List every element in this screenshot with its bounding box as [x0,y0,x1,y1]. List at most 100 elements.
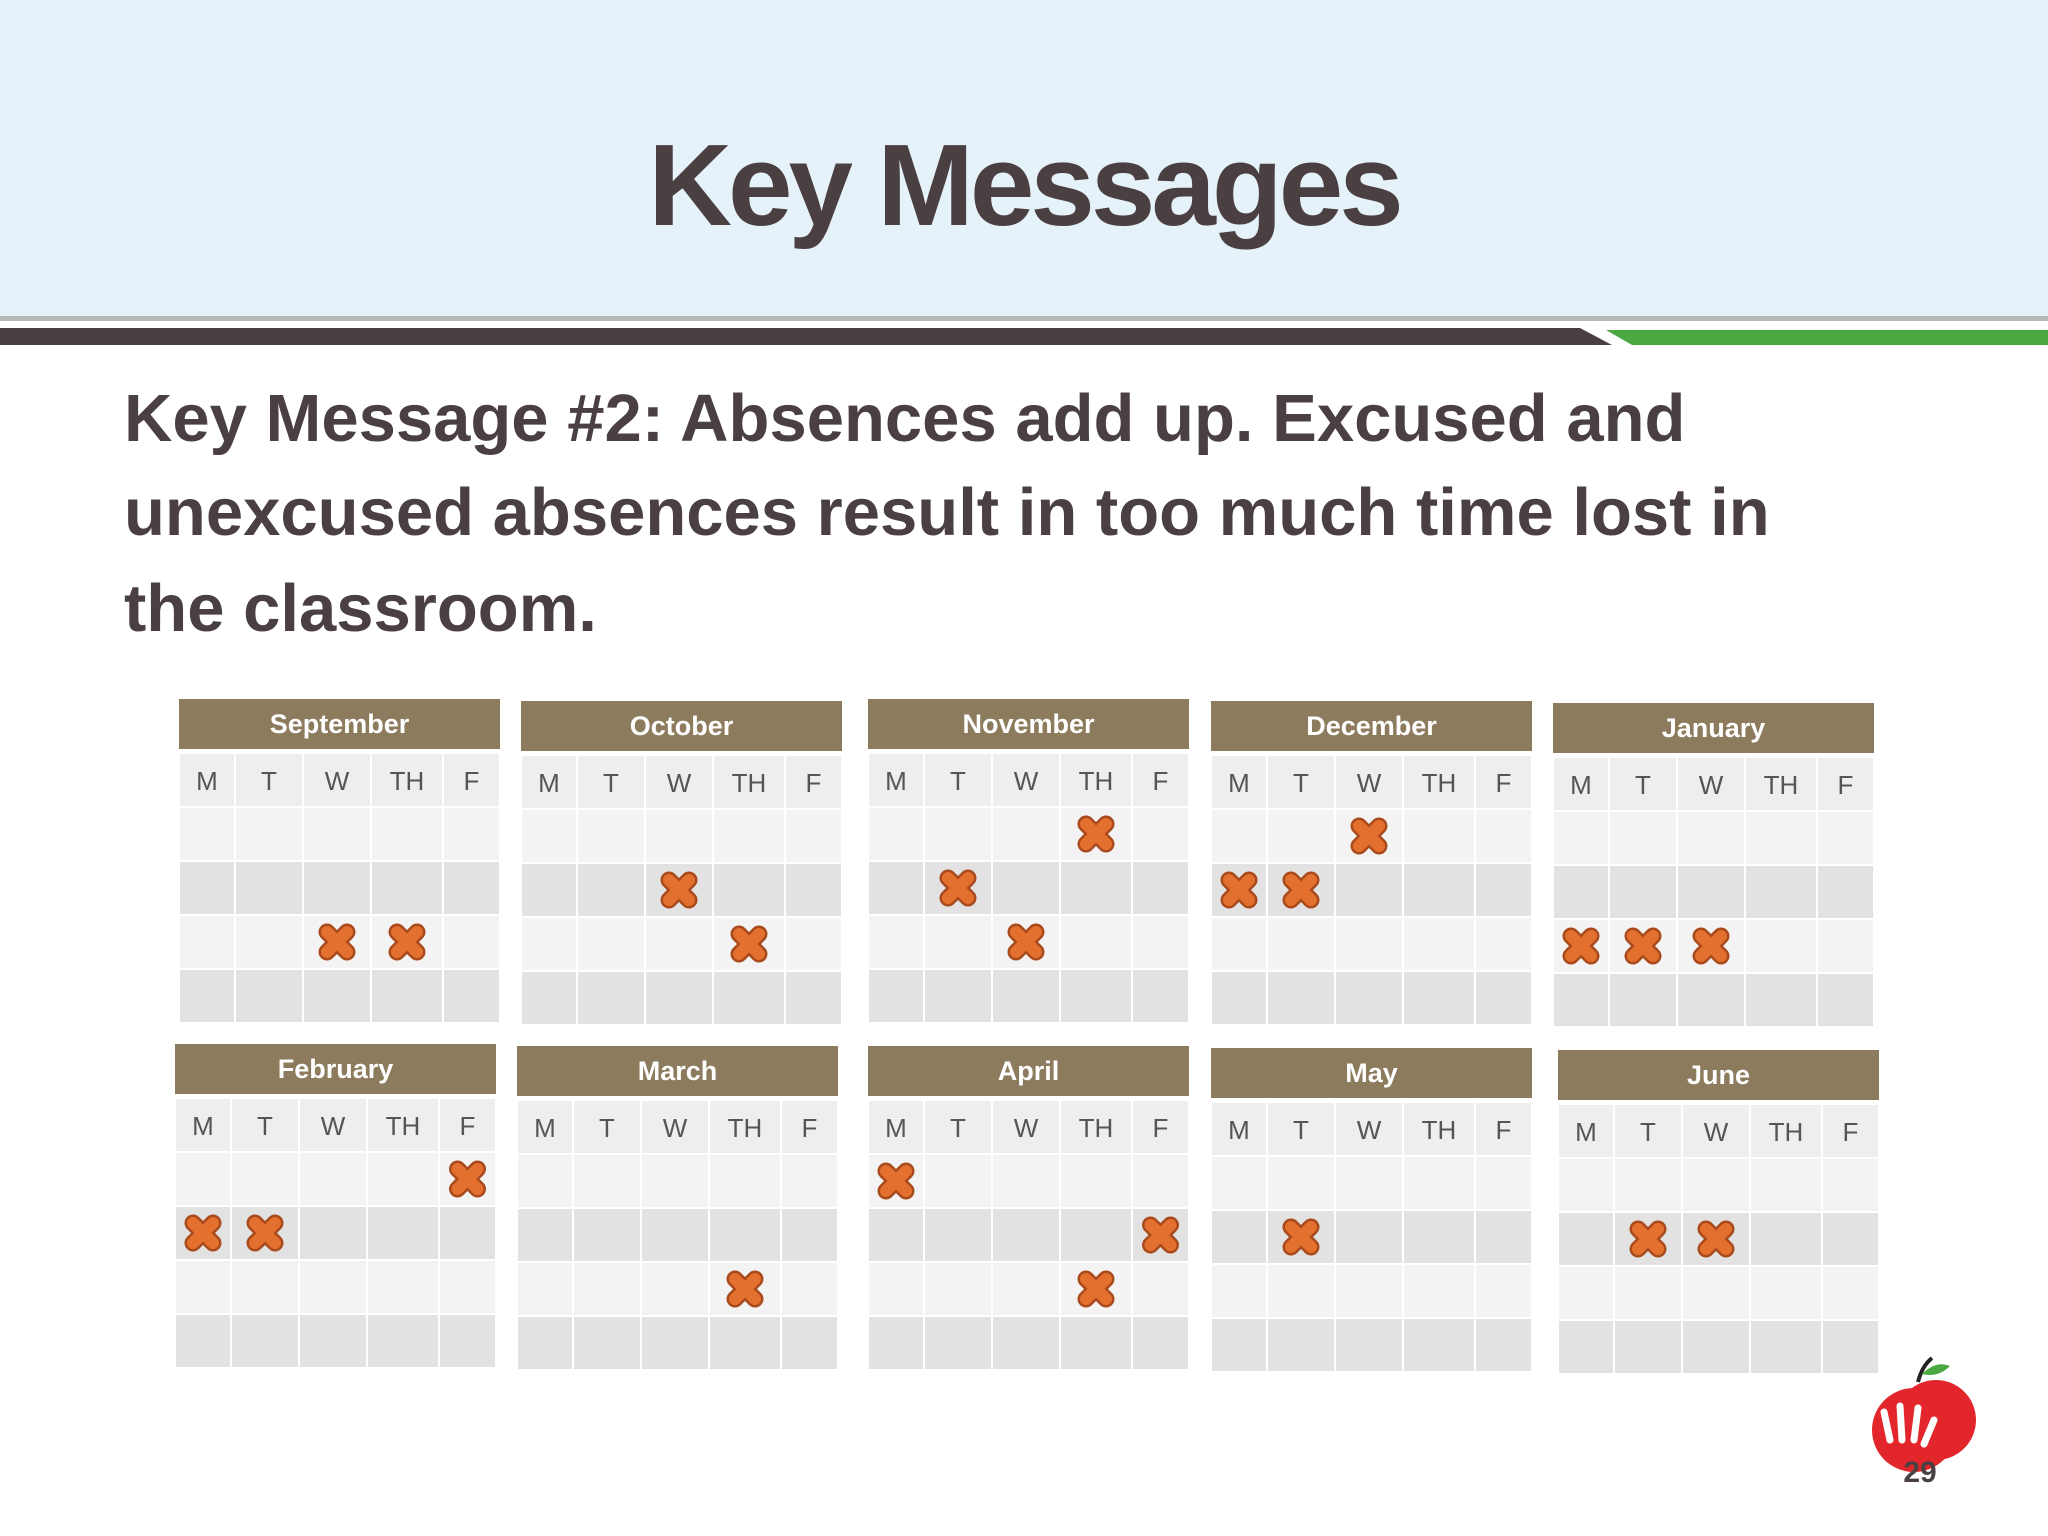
month-name: October [630,711,734,741]
day-cell [444,808,499,860]
day-cell [642,1209,708,1261]
day-cell [1061,1209,1131,1261]
day-cell [993,970,1059,1022]
day-cell [869,754,923,806]
day-cell [646,972,712,1024]
day-cell [782,1317,837,1369]
absence-mark [1353,820,1385,852]
weekday: F [802,1113,818,1143]
day-cell [180,808,234,860]
weekday: M [192,1111,214,1141]
day-cell [1061,1317,1131,1369]
month-header [1211,1048,1532,1098]
day-cell [1336,1319,1402,1371]
day-cell [232,1315,298,1367]
weekday: M [1228,768,1250,798]
month-name: May [1345,1058,1398,1088]
day-cell [714,864,784,916]
weekday: W [1014,766,1039,796]
day-cell [714,756,784,808]
absence-mark [249,1217,281,1249]
day-cell [1746,758,1816,810]
logo [1872,1356,1976,1472]
month-name: January [1662,713,1766,743]
absence-mark [187,1217,219,1249]
weekday: W [1699,770,1724,800]
day-cell [1476,864,1531,916]
day-cell [1818,974,1873,1026]
day-cell [1818,866,1873,918]
month-header [1558,1050,1879,1100]
weekday: TH [1079,1113,1114,1143]
day-cell [574,1263,640,1315]
body-text: the classroom. [124,571,597,646]
weekday: T [1635,770,1651,800]
day-cell [925,1317,991,1369]
day-cell [372,808,442,860]
day-cell [646,918,712,970]
day-cell [714,810,784,862]
weekday: M [885,1113,907,1143]
weekday: W [321,1111,346,1141]
page-number: 29 [1903,1456,1936,1489]
day-cell [1212,1103,1266,1155]
day-cell [869,1209,923,1261]
day-cell [869,1263,923,1315]
day-cell [522,918,576,970]
body-text: Key Message #2: Absences add up. Excused… [124,381,1686,456]
day-cell [1554,866,1608,918]
month-header [517,1046,838,1096]
weekday: TH [386,1111,421,1141]
day-cell [925,808,991,860]
day-cell [1751,1159,1821,1211]
day-cell [1133,1317,1188,1369]
weekday: TH [390,766,425,796]
day-cell [1133,1101,1188,1153]
weekday: T [950,766,966,796]
day-cell [1818,812,1873,864]
slide-title: Key Messages [648,120,1404,250]
absence-mark [391,926,423,958]
weekday: W [663,1113,688,1143]
day-cell [1268,972,1334,1024]
day-cell [646,810,712,862]
day-cell [1404,756,1474,808]
day-cell [1404,918,1474,970]
day-cell [236,754,302,806]
day-cell [1476,810,1531,862]
day-cell [304,754,370,806]
day-cell [1678,866,1744,918]
day-cell [1559,1213,1613,1265]
day-cell [300,1315,366,1367]
day-cell [1615,1267,1681,1319]
day-cell [1336,1265,1402,1317]
day-cell [368,1207,438,1259]
day-cell [304,862,370,914]
day-cell [1610,974,1676,1026]
day-cell [1212,1157,1266,1209]
day-cell [925,754,991,806]
day-cell [372,862,442,914]
day-cell [1610,812,1676,864]
rule [0,316,2048,321]
day-cell [1268,1265,1334,1317]
day-cell [1559,1105,1613,1157]
day-cell [1268,1103,1334,1155]
day-cell [1746,812,1816,864]
month-name: February [278,1054,394,1084]
weekday: F [1843,1117,1859,1147]
day-cell [578,972,644,1024]
weekday: M [196,766,218,796]
day-cell [1683,1267,1749,1319]
day-cell [710,1101,780,1153]
weekday: T [261,766,277,796]
day-cell [1404,810,1474,862]
rule [1606,330,2048,345]
weekday: M [1575,1117,1597,1147]
day-cell [1212,1211,1266,1263]
day-cell [232,1261,298,1313]
day-cell [518,1101,572,1153]
day-cell [1336,1103,1402,1155]
rule [0,328,1612,345]
day-cell [1268,1319,1334,1371]
